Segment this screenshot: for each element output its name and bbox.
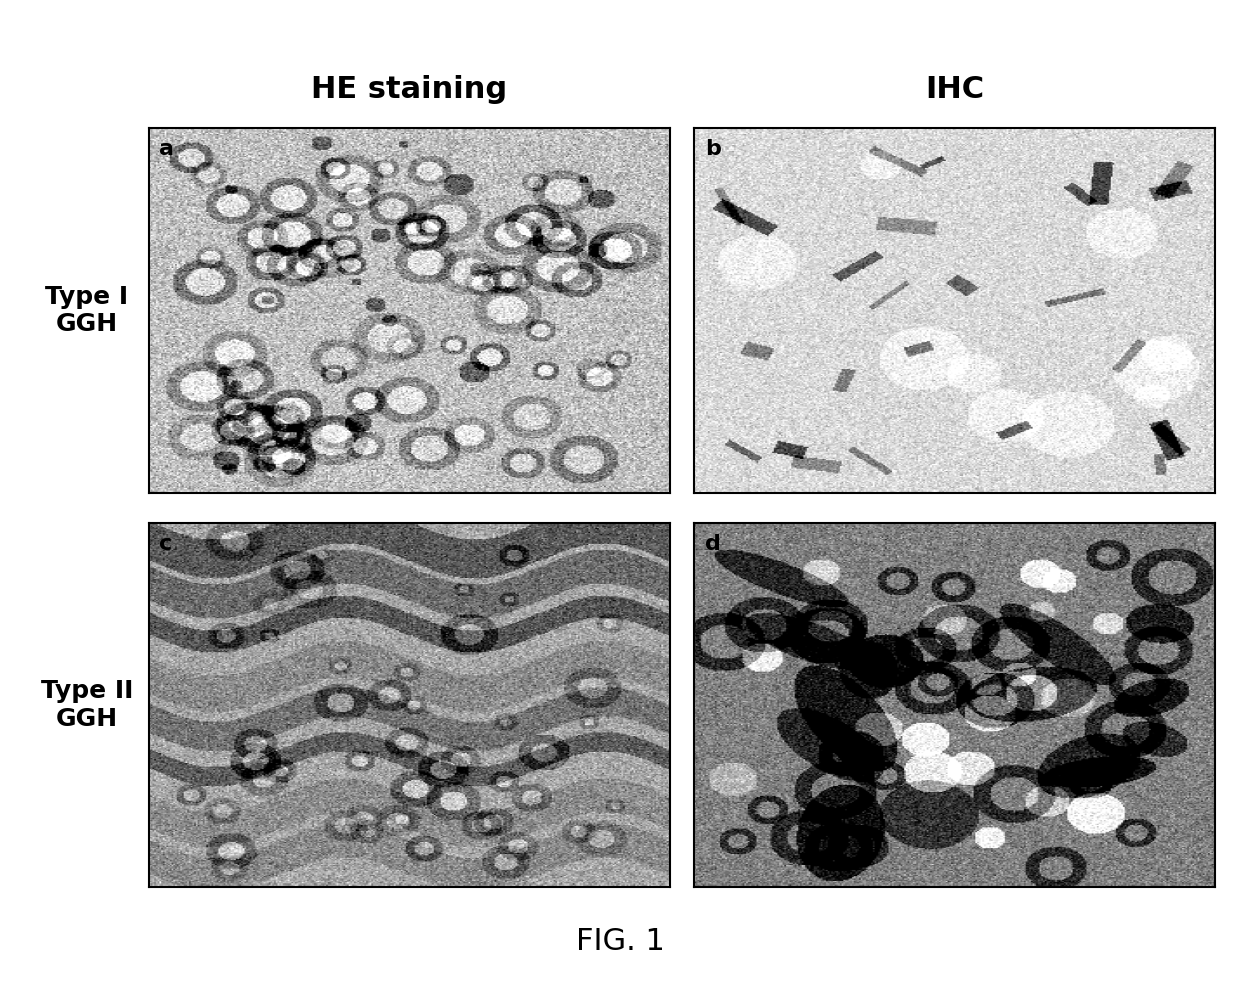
Text: HE staining: HE staining — [311, 75, 507, 104]
Text: Type I
GGH: Type I GGH — [45, 285, 129, 336]
Text: c: c — [159, 533, 172, 553]
Text: d: d — [704, 533, 720, 553]
Text: FIG. 1: FIG. 1 — [575, 928, 665, 956]
Text: a: a — [159, 139, 174, 159]
Text: Type II
GGH: Type II GGH — [41, 679, 133, 731]
Text: b: b — [704, 139, 720, 159]
Text: IHC: IHC — [925, 75, 985, 104]
